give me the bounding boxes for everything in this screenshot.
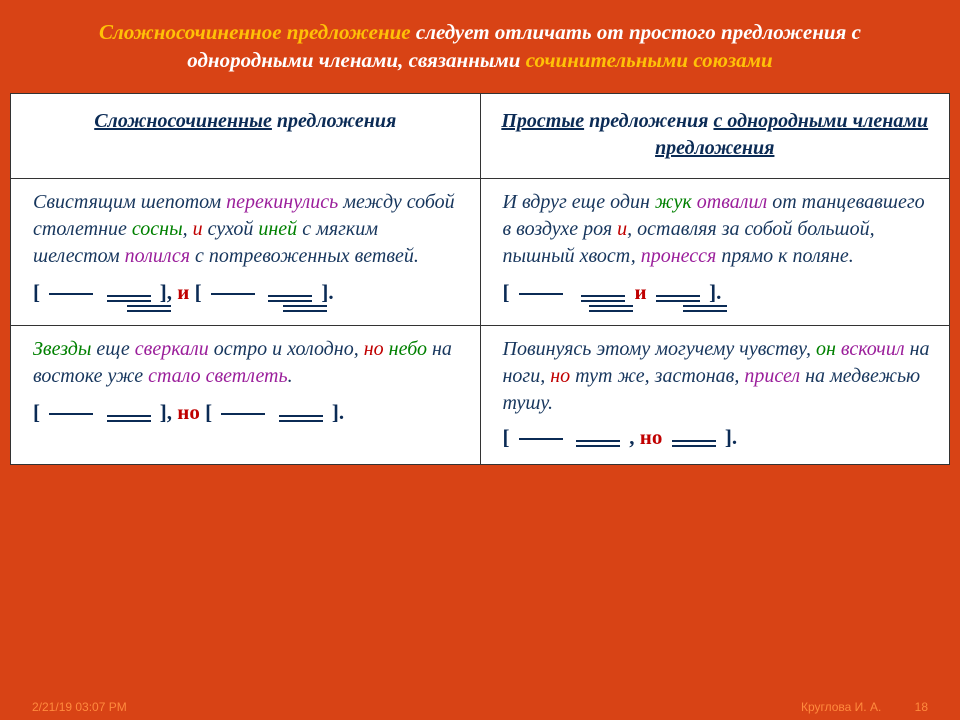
verb: присел xyxy=(744,365,800,387)
bracket: [ xyxy=(33,400,45,424)
bracket: [ xyxy=(200,400,218,424)
head-left-rest: предложения xyxy=(272,110,396,132)
text: . xyxy=(288,365,293,387)
head-left-u: Сложносочиненные xyxy=(94,110,272,132)
comparison-table: Сложносочиненные предложения Простые пре… xyxy=(10,93,950,465)
bracket: [ xyxy=(503,280,515,304)
bracket: ], xyxy=(155,280,178,304)
head-right-u1: Простые xyxy=(501,110,584,132)
title-accent-1: Сложносочиненное предложение xyxy=(99,20,411,44)
cell-r1-left: Свистящим шепотом перекинулись между соб… xyxy=(11,178,481,325)
bracket: ], xyxy=(155,400,178,424)
noun: он xyxy=(816,338,836,360)
noun: жук xyxy=(655,191,692,213)
text: И вдруг еще один xyxy=(503,191,655,213)
verb: вскочил xyxy=(841,338,905,360)
bracket: ]. xyxy=(720,425,738,449)
conj: но xyxy=(177,400,200,424)
footer-author: Круглова И. А. xyxy=(801,700,881,714)
bracket: [ xyxy=(33,280,45,304)
cell-r2-left: Звезды еще сверкали остро и холодно, но … xyxy=(11,325,481,464)
bracket: [ xyxy=(503,425,515,449)
conj: и xyxy=(617,218,627,240)
text: тут же, застонав, xyxy=(570,365,744,387)
schema-r2-right: [ , но ]. xyxy=(503,425,738,449)
subject-slot xyxy=(49,293,93,295)
conj: но xyxy=(550,365,570,387)
noun: небо xyxy=(389,338,427,360)
text: еще xyxy=(91,338,134,360)
noun: Звезды xyxy=(33,338,91,360)
slide-title: Сложносочиненное предложение следует отл… xyxy=(0,0,960,85)
noun: сосны xyxy=(132,218,183,240)
conj: и xyxy=(635,280,647,304)
bracket: ]. xyxy=(327,400,345,424)
schema-r1-left: [ ], и [ ]. xyxy=(33,280,334,304)
footer-date: 2/21/19 03:07 PM xyxy=(32,700,127,714)
bracket: ]. xyxy=(704,280,722,304)
subject-slot xyxy=(49,413,93,415)
conj: и xyxy=(177,280,189,304)
verb: сверкали xyxy=(135,338,209,360)
col-head-left: Сложносочиненные предложения xyxy=(11,93,481,178)
schema-r1-right: [ и ]. xyxy=(503,280,722,304)
noun: иней xyxy=(258,218,297,240)
text: остро и холодно, xyxy=(209,338,364,360)
verb: полился xyxy=(125,245,190,267)
verb: отвалил xyxy=(697,191,767,213)
subject-slot xyxy=(211,293,255,295)
predicate-underline-row xyxy=(33,305,462,313)
text: с потревоженных ветвей. xyxy=(190,245,419,267)
subject-slot xyxy=(519,438,563,440)
slide: Сложносочиненное предложение следует отл… xyxy=(0,0,960,720)
head-right-mid: предложения xyxy=(584,110,713,132)
conj: и xyxy=(193,218,203,240)
text: прямо к поляне. xyxy=(716,245,853,267)
schema-r2-left: [ ], но [ ]. xyxy=(33,400,344,424)
cell-r2-right: Повинуясь этому могучему чувству, он вск… xyxy=(480,325,950,464)
conj: но xyxy=(640,425,663,449)
cell-r1-right: И вдруг еще один жук отвалил от танцевав… xyxy=(480,178,950,325)
verb: перекинулись xyxy=(226,191,338,213)
predicate-underline-row xyxy=(503,305,932,313)
comma: , xyxy=(624,425,640,449)
slide-footer: 2/21/19 03:07 PM Круглова И. А. 18 xyxy=(32,700,928,714)
verb: стало светлеть xyxy=(148,365,288,387)
text: Свистящим шепотом xyxy=(33,191,226,213)
bracket: ]. xyxy=(316,280,334,304)
conj: но xyxy=(364,338,384,360)
subject-slot xyxy=(221,413,265,415)
bracket: [ xyxy=(189,280,207,304)
text: сухой xyxy=(203,218,259,240)
verb: пронесся xyxy=(641,245,717,267)
title-accent-2: сочинительными союзами xyxy=(526,48,773,72)
text: , xyxy=(183,218,193,240)
text: Повинуясь этому могучему чувству, xyxy=(503,338,817,360)
subject-slot xyxy=(519,293,563,295)
footer-page: 18 xyxy=(915,700,928,714)
col-head-right: Простые предложения с однородными членам… xyxy=(480,93,950,178)
